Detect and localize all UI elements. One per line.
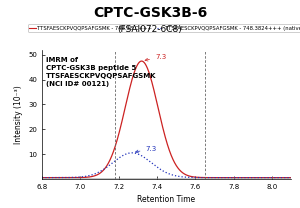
Text: (FSAI072-6C8): (FSAI072-6C8)	[118, 25, 182, 34]
Text: 7.3: 7.3	[136, 146, 157, 153]
X-axis label: Retention Time: Retention Time	[137, 195, 196, 204]
Legend: TTSFAESCKPVQQPSAFGSMK - 748.38 C+++, TTSFAESCKPVQQPSAFGSMK - 748.3824+++ (native: TTSFAESCKPVQQPSAFGSMK - 748.38 C+++, TTS…	[28, 24, 300, 32]
Text: CPTC-GSK3B-6: CPTC-GSK3B-6	[93, 6, 207, 20]
Text: iMRM of
CPTC-GSK3B peptide 5
TTSFAESCKPVQQPSAFGSMK
(NCI ID# 00121): iMRM of CPTC-GSK3B peptide 5 TTSFAESCKPV…	[46, 57, 156, 87]
Y-axis label: Intensity (10⁻³): Intensity (10⁻³)	[14, 85, 22, 144]
Text: 7.3: 7.3	[145, 54, 166, 61]
